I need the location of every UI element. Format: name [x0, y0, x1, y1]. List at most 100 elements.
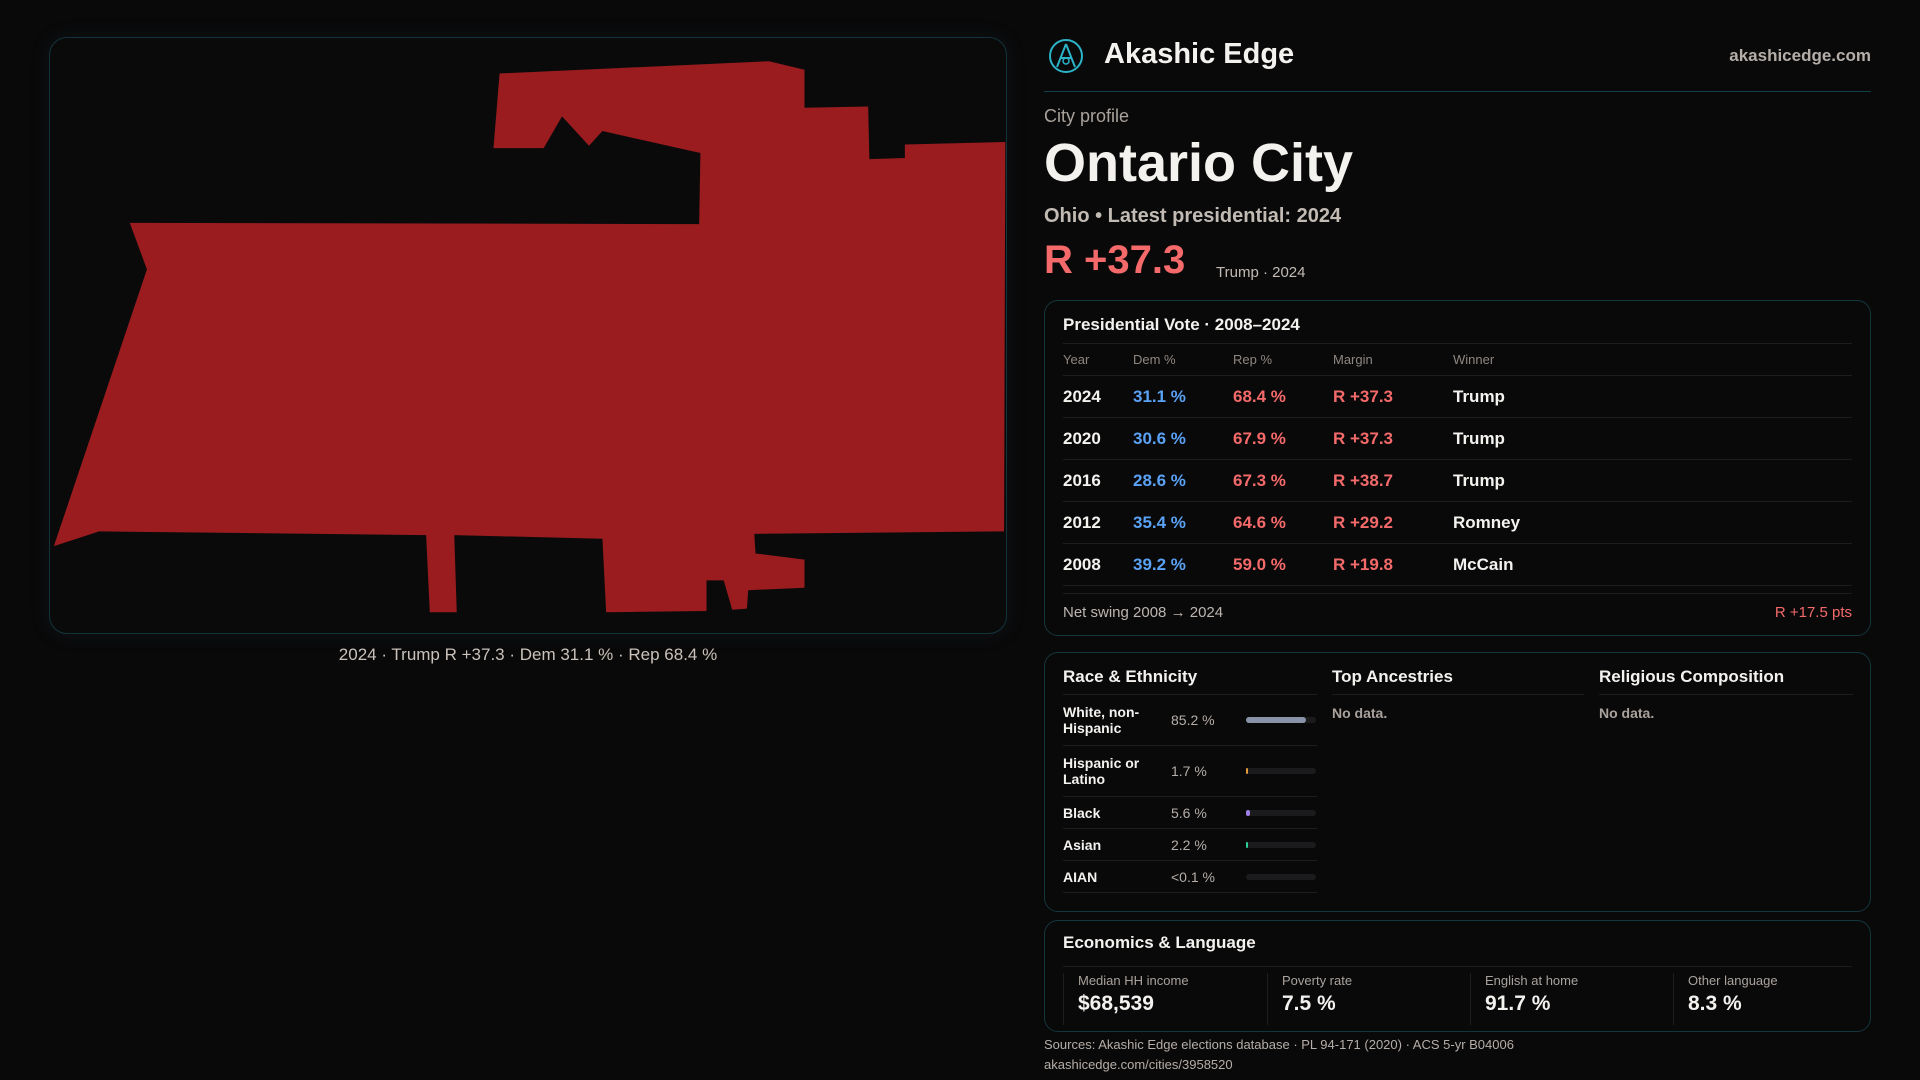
presidential-vote-card: Presidential Vote · 2008–2024 Year Dem % R…	[1044, 300, 1871, 636]
race-row: Black 5.6 %	[1063, 797, 1317, 829]
swing-label: Net swing 2008 → 2024	[1063, 604, 1224, 621]
stat-value: 8.3 %	[1688, 992, 1742, 1015]
col-year: Year	[1063, 352, 1090, 367]
race-bar-fill	[1246, 717, 1306, 723]
stat-value: 91.7 %	[1485, 992, 1551, 1015]
race-row: AIAN <0.1 %	[1063, 861, 1317, 893]
table-row: 2016 28.6 % 67.3 % R +38.7 Trump	[1063, 460, 1852, 502]
cell-dem: 28.6 %	[1133, 470, 1186, 490]
table-row: 2024 31.1 % 68.4 % R +37.3 Trump	[1063, 376, 1852, 418]
card-title: Presidential Vote · 2008–2024	[1063, 315, 1300, 334]
col-dem: Dem %	[1133, 352, 1176, 367]
cell-winner: McCain	[1453, 554, 1514, 574]
race-bar-fill	[1246, 809, 1250, 816]
cell-winner: Romney	[1453, 512, 1521, 532]
city-map-panel[interactable]	[49, 37, 1007, 634]
cell-year: 2020	[1063, 428, 1101, 448]
cell-margin: R +37.3	[1333, 386, 1394, 406]
economics-title: Economics & Language	[1063, 933, 1852, 967]
stat-label: Other language	[1688, 973, 1778, 988]
cell-rep: 67.3 %	[1233, 470, 1286, 490]
cell-year: 2024	[1063, 386, 1101, 406]
race-bar-fill	[1246, 768, 1248, 774]
vote-table: Year Dem % Rep % Margin Winner 2024 31.1 % 68.…	[1063, 343, 1852, 586]
stat-label: Median HH income	[1078, 973, 1189, 988]
race-row: Asian 2.2 %	[1063, 829, 1317, 861]
cell-winner: Trump	[1453, 470, 1505, 490]
stat-english: English at home 91.7 %	[1470, 973, 1578, 1025]
ancestries-title: Top Ancestries	[1332, 653, 1584, 695]
header: Akashic Edge akashicedge.com	[1044, 38, 1871, 92]
race-bar-fill	[1246, 841, 1248, 848]
race-value: 1.7 %	[1171, 763, 1207, 779]
cell-rep: 64.6 %	[1233, 512, 1286, 532]
religion-title: Religious Composition	[1599, 653, 1853, 695]
ancestries-empty: No data.	[1332, 705, 1388, 721]
headline-margin: R +37.3	[1044, 238, 1186, 282]
race-bar	[1246, 717, 1316, 723]
cell-dem: 35.4 %	[1133, 512, 1186, 532]
race-value: <0.1 %	[1171, 868, 1215, 885]
stat-label: English at home	[1485, 973, 1579, 988]
race-bar	[1246, 873, 1316, 880]
race-name: White, non-Hispanic	[1063, 704, 1140, 736]
cell-margin: R +37.3	[1333, 428, 1394, 448]
cell-margin: R +29.2	[1333, 512, 1394, 532]
cell-rep: 68.4 %	[1233, 386, 1286, 406]
stat-poverty: Poverty rate 7.5 %	[1267, 973, 1352, 1025]
cell-year: 2008	[1063, 554, 1101, 574]
race-row: White, non-Hispanic 85.2 %	[1063, 695, 1317, 746]
cell-margin: R +38.7	[1333, 470, 1394, 490]
page-kicker: City profile	[1044, 106, 1130, 126]
cell-year: 2016	[1063, 470, 1101, 490]
religion-empty: No data.	[1599, 705, 1655, 721]
race-value: 5.6 %	[1171, 804, 1207, 821]
swing-value: R +17.5 pts	[1774, 604, 1852, 621]
cell-rep: 59.0 %	[1233, 554, 1286, 574]
net-swing: Net swing 2008 → 2024 R +17.5 pts	[1063, 593, 1852, 621]
page-title: Ontario City	[1044, 133, 1354, 193]
race-name: AIAN	[1063, 868, 1098, 885]
stat-income: Median HH income $68,539	[1063, 973, 1189, 1025]
table-row: 2020 30.6 % 67.9 % R +37.3 Trump	[1063, 418, 1852, 460]
cell-winner: Trump	[1453, 428, 1505, 448]
col-winner: Winner	[1453, 352, 1495, 367]
race-value: 2.2 %	[1171, 836, 1207, 853]
race-title: Race & Ethnicity	[1063, 653, 1317, 695]
cell-margin: R +19.8	[1333, 554, 1394, 574]
race-row: Hispanic or Latino 1.7 %	[1063, 746, 1317, 797]
cell-dem: 39.2 %	[1133, 554, 1186, 574]
compass-logo-icon	[1049, 39, 1083, 73]
stat-value: $68,539	[1078, 992, 1154, 1015]
race-bar	[1246, 809, 1316, 816]
race-section: Race & Ethnicity White, non-Hispanic 85.2…	[1063, 653, 1317, 893]
race-name: Hispanic or Latino	[1063, 755, 1140, 787]
table-row: 2012 35.4 % 64.6 % R +29.2 Romney	[1063, 502, 1852, 544]
page-subtitle: Ohio • Latest presidential: 2024	[1044, 205, 1342, 227]
sources-note: Sources: Akashic Edge elections database…	[1044, 1037, 1514, 1052]
col-margin: Margin	[1333, 352, 1373, 367]
economics-card: Economics & Language Median HH income $68…	[1044, 920, 1871, 1032]
table-row: 2008 39.2 % 59.0 % R +19.8 McCain	[1063, 544, 1852, 586]
cell-rep: 67.9 %	[1233, 428, 1286, 448]
race-bar	[1246, 768, 1316, 774]
race-name: Asian	[1063, 836, 1102, 853]
demographics-card: Race & Ethnicity White, non-Hispanic 85.2…	[1044, 652, 1871, 912]
page-url[interactable]: akashicedge.com/cities/3958520	[1044, 1057, 1233, 1072]
table-header: Year Dem % Rep % Margin Winner	[1063, 344, 1852, 376]
cell-year: 2012	[1063, 512, 1101, 532]
race-name: Black	[1063, 804, 1101, 821]
col-rep: Rep %	[1233, 352, 1273, 367]
cell-dem: 31.1 %	[1133, 386, 1186, 406]
religion-section: Religious Composition No data.	[1599, 653, 1853, 721]
map-caption: 2024 · Trump R +37.3 · Dem 31.1 % · Rep …	[338, 645, 718, 664]
stat-label: Poverty rate	[1282, 973, 1353, 988]
ancestries-section: Top Ancestries No data.	[1332, 653, 1584, 721]
stat-other-language: Other language 8.3 %	[1673, 973, 1778, 1025]
stat-value: 7.5 %	[1282, 992, 1336, 1015]
headline-margin-detail: Trump · 2024	[1216, 264, 1306, 281]
site-link[interactable]: akashicedge.com	[1729, 46, 1871, 65]
brand-name: Akashic Edge	[1104, 38, 1295, 70]
race-bar	[1246, 841, 1316, 848]
cell-dem: 30.6 %	[1133, 428, 1186, 448]
